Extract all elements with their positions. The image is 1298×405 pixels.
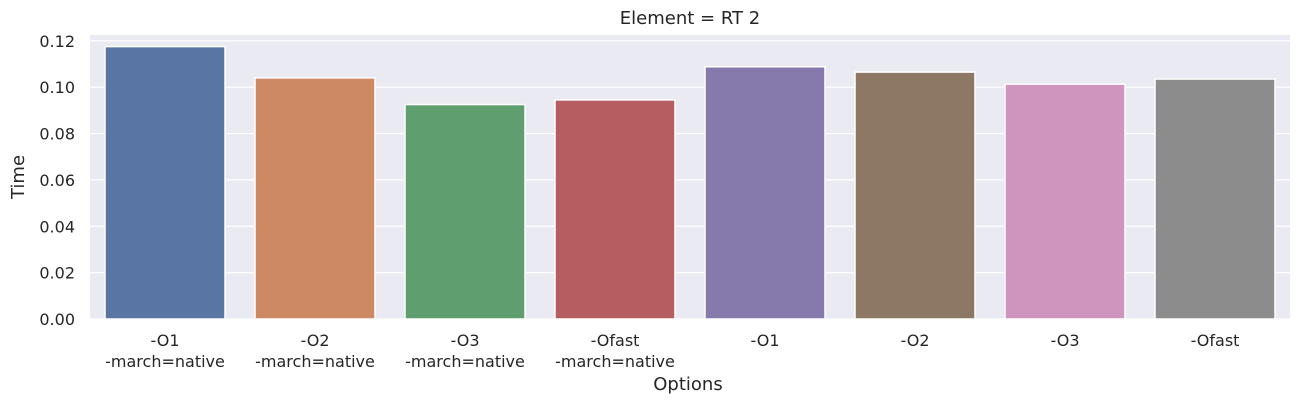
- y-tick-label: 0.02: [39, 264, 75, 283]
- y-tick-label: 0.06: [39, 171, 75, 190]
- bar: [104, 45, 226, 320]
- x-tick-label: -O1: [151, 331, 180, 350]
- x-tick-label: -march=native: [405, 352, 525, 371]
- bar: [1154, 78, 1276, 320]
- x-tick-label: -march=native: [105, 352, 225, 371]
- x-tick-label: -O3: [1051, 331, 1080, 350]
- x-tick-label: -O1: [751, 331, 780, 350]
- bar: [1004, 83, 1126, 320]
- y-tick-labels: 0.00 0.02 0.04 0.06 0.08 0.10 0.12: [39, 32, 75, 329]
- y-tick-label: 0.00: [39, 310, 75, 329]
- bar: [554, 99, 676, 320]
- bar: [704, 66, 826, 320]
- chart-title: Element = RT 2: [620, 8, 760, 29]
- x-tick-label: -O2: [301, 331, 330, 350]
- y-tick-label: 0.04: [39, 217, 75, 236]
- x-tick-label: -O3: [451, 331, 480, 350]
- y-tick-label: 0.08: [39, 125, 75, 144]
- x-axis-title: Options: [653, 374, 722, 395]
- bar: [254, 77, 376, 320]
- x-tick-label: -O2: [901, 331, 930, 350]
- x-tick-label: -march=native: [555, 352, 675, 371]
- x-tick-label: -Ofast: [1191, 331, 1240, 350]
- x-tick-label: -march=native: [255, 352, 375, 371]
- y-tick-label: 0.12: [39, 32, 75, 51]
- x-tick-label: -Ofast: [591, 331, 640, 350]
- bar: [404, 103, 526, 320]
- y-axis-title: Time: [8, 155, 29, 200]
- y-tick-label: 0.10: [39, 78, 75, 97]
- x-tick-labels: -O1 -march=native -O2 -march=native -O3 -marc…: [105, 331, 1239, 371]
- bars: [104, 45, 1276, 320]
- bar: [854, 71, 976, 320]
